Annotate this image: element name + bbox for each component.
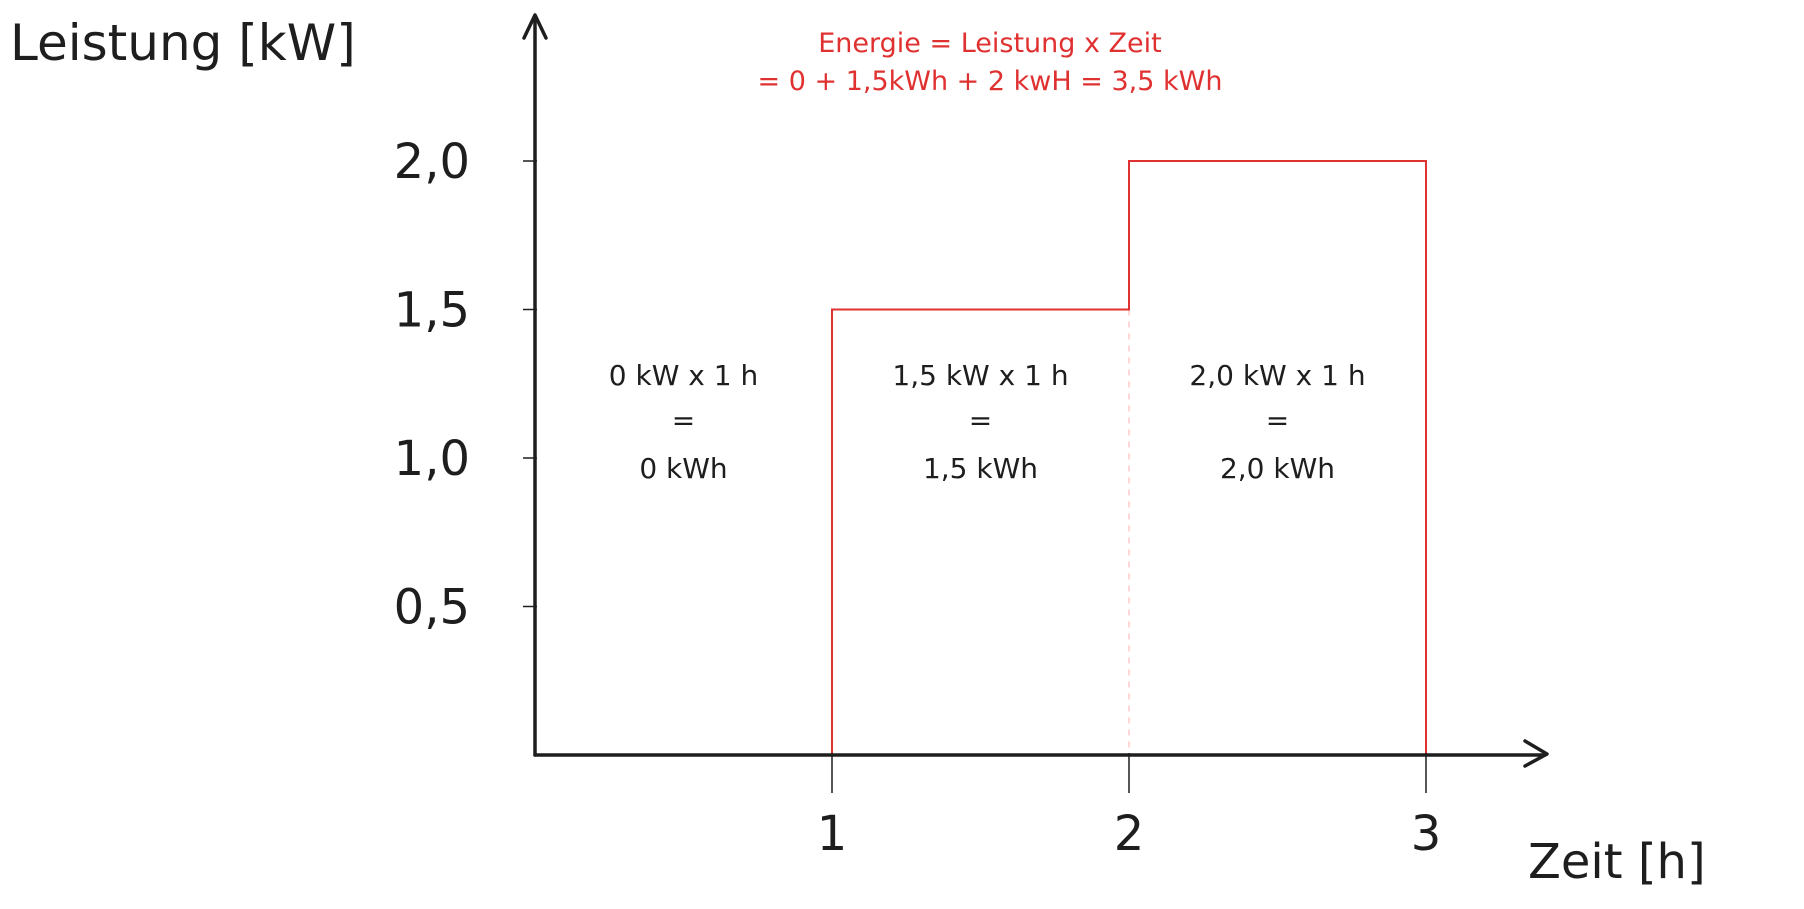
y-axis-label: Leistung [kW] [10,14,356,72]
y-tick-label: 1,0 [394,431,470,487]
interval-label-line2: = [969,404,992,437]
interval-label-line2: = [1266,404,1289,437]
interval-label-line3: 2,0 kWh [1220,452,1335,485]
energy-formula-line1: Energie = Leistung x Zeit [818,28,1162,59]
energy-formula-line2: = 0 + 1,5kWh + 2 kwH = 3,5 kWh [758,66,1223,97]
y-tick-label: 2,0 [394,134,470,190]
interval-label-line1: 1,5 kW x 1 h [892,359,1068,392]
y-tick-label: 0,5 [394,580,470,636]
x-axis-label: Zeit [h] [1528,834,1706,890]
interval-label-line1: 0 kW x 1 h [609,359,758,392]
x-axis-arrowhead [1523,739,1549,768]
interval-label-line1: 2,0 kW x 1 h [1189,359,1365,392]
y-axis-arrowhead [522,13,548,40]
x-tick-label: 1 [817,806,848,862]
interval-label-line3: 1,5 kWh [923,452,1038,485]
y-tick-label: 1,5 [394,283,470,339]
x-tick-label: 3 [1411,806,1442,862]
interval-label-line2: = [672,404,695,437]
interval-label-line3: 0 kWh [639,452,727,485]
x-tick-label: 2 [1114,806,1145,862]
